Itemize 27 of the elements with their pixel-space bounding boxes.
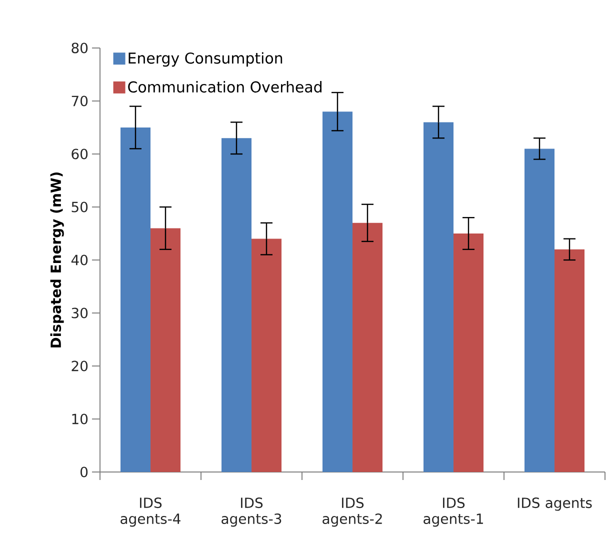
y-tick-label: 0 xyxy=(80,466,88,478)
y-tick-label: 80 xyxy=(72,42,88,54)
bar xyxy=(454,234,484,472)
bar xyxy=(252,238,282,472)
legend-label: Energy Consumption xyxy=(128,52,282,67)
bar xyxy=(352,222,383,472)
y-tick-label: 40 xyxy=(71,254,88,266)
x-tick-label: IDS agents-2 xyxy=(322,498,382,527)
legend-label: Communication Overhead xyxy=(128,81,322,93)
bar xyxy=(524,148,555,472)
bar xyxy=(150,228,180,472)
bar xyxy=(554,249,585,472)
y-tick-label: 70 xyxy=(72,96,88,106)
bar xyxy=(120,128,150,472)
x-tick-label: IDS agents-4 xyxy=(120,498,180,527)
y-tick-label: 20 xyxy=(72,360,88,372)
x-tick-label: IDS agents-1 xyxy=(424,498,483,527)
bar xyxy=(424,122,454,472)
x-tick-label: IDS agents xyxy=(518,498,592,511)
y-axis-title: Dispated Energy (mW) xyxy=(50,172,64,348)
y-tick-label: 50 xyxy=(72,202,88,212)
y-tick-label: 30 xyxy=(72,308,88,318)
bar xyxy=(222,138,252,472)
y-tick-label: 60 xyxy=(72,148,88,160)
bar xyxy=(322,112,353,472)
y-tick-label: 10 xyxy=(72,414,88,424)
x-tick-label: IDS agents-3 xyxy=(222,498,282,527)
